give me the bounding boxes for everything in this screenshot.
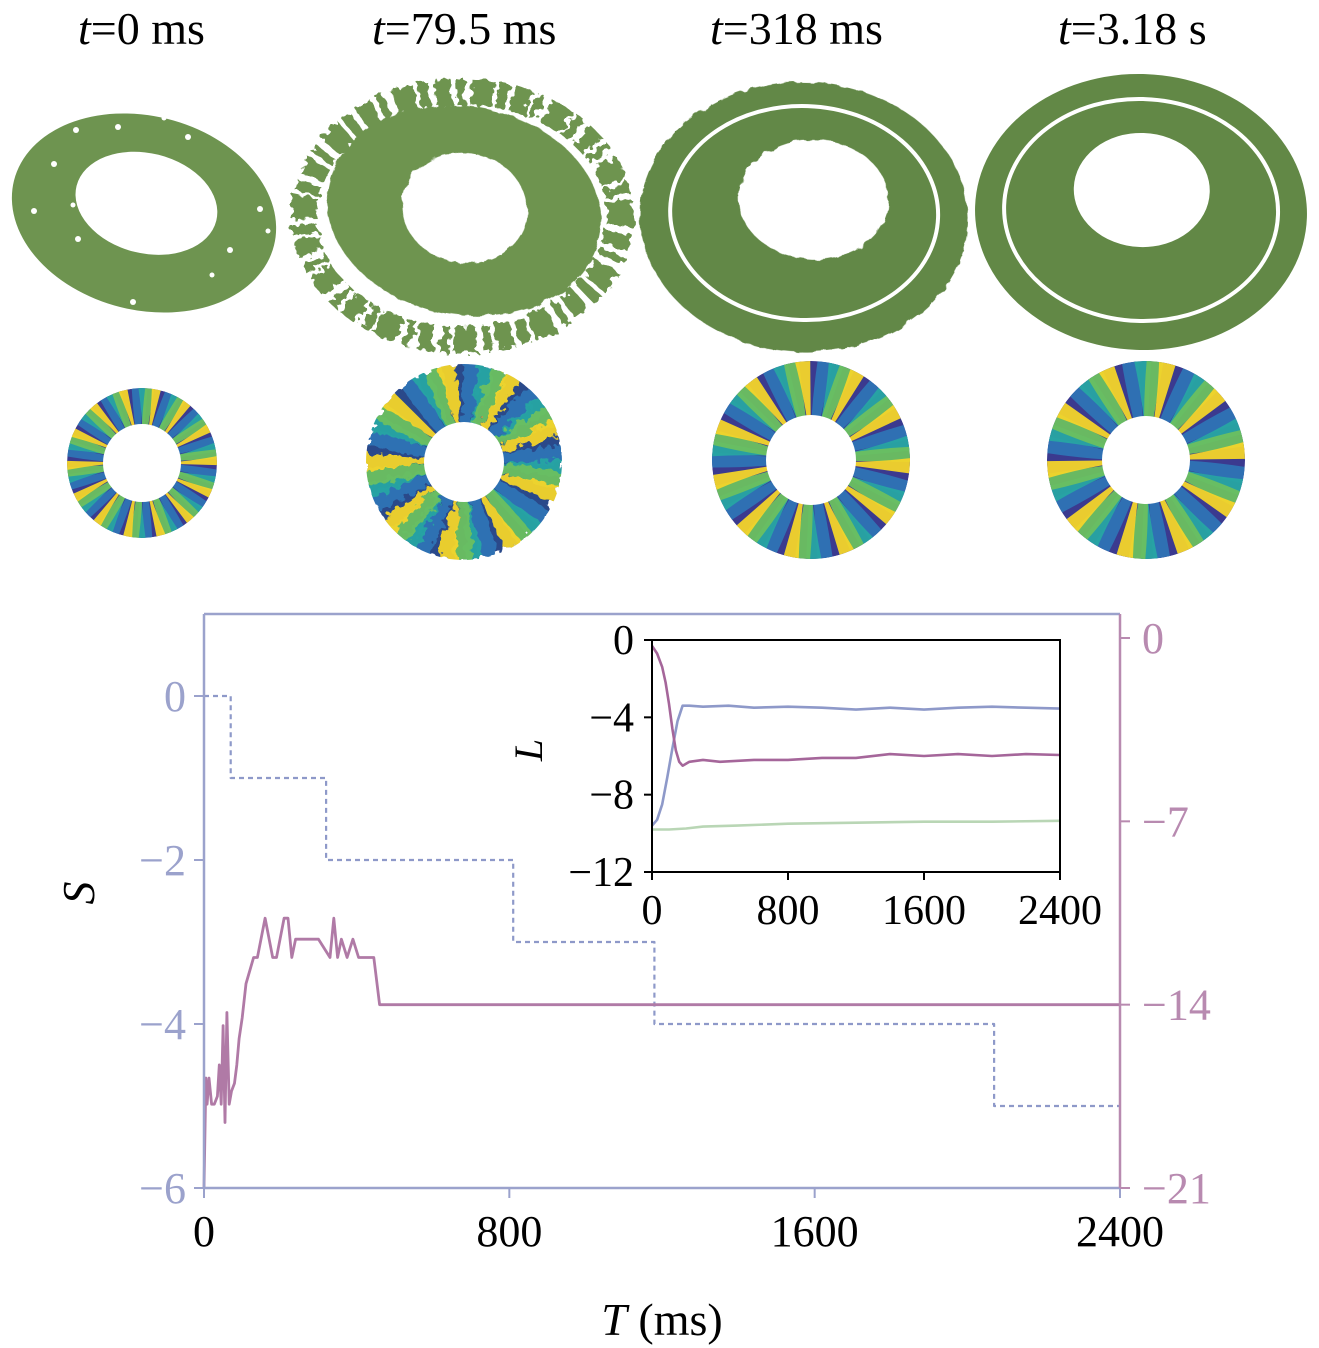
y-right-tick-label: 0 (1142, 614, 1164, 663)
y-axis-label-left: S (53, 882, 104, 905)
phase-wedge (811, 460, 854, 555)
phase-wedge (1047, 460, 1146, 478)
time-value: =0 ms (90, 3, 205, 54)
inset-x-tick-label: 1600 (882, 888, 966, 934)
inset-series-line-2 (652, 819, 1061, 831)
time-label-2: t=318 ms (710, 2, 883, 55)
inset-y-tick-label: −4 (589, 695, 634, 741)
annulus-snapshot-3 (975, 73, 1307, 351)
phase-wedge (436, 364, 464, 462)
phase-wedge (90, 403, 142, 463)
phase-wedge (1146, 460, 1194, 554)
annulus-snapshot-2 (640, 81, 968, 353)
phase-wedge (366, 453, 464, 473)
phase-wedge (464, 396, 548, 462)
time-value: =318 ms (722, 3, 883, 54)
inset-y-axis-label: L (506, 739, 551, 762)
y-right-tick-label: −21 (1142, 1164, 1211, 1213)
annulus-snapshot-1 (291, 79, 633, 353)
inset-x-tick-label: 0 (642, 888, 663, 934)
annulus-snapshot-0 (11, 113, 277, 313)
inset-y-tick-label: −12 (568, 850, 634, 896)
time-value: =79.5 ms (384, 3, 557, 54)
series-right-line (202, 916, 1120, 1189)
inset-series-line-0 (651, 704, 1061, 827)
phase-wedge (1146, 460, 1214, 543)
time-label-1: t=79.5 ms (372, 2, 556, 55)
phase-wedge (811, 404, 901, 460)
x-axis-label-unit: (ms) (627, 1294, 723, 1345)
phase-wedge (106, 393, 142, 463)
y-left-tick-label: −4 (139, 1000, 186, 1049)
phase-wedge (142, 463, 194, 523)
phase-wedge (719, 460, 811, 511)
inset-x-tick-label: 800 (757, 888, 820, 934)
inset-y-tick-label: −8 (589, 773, 634, 819)
x-axis-label-var: T (601, 1294, 630, 1345)
inset-series-line-1 (650, 645, 1061, 768)
inset-plot-area (650, 645, 1061, 831)
x-tick-label: 2400 (1076, 1207, 1164, 1256)
time-label-0: t=0 ms (78, 2, 205, 55)
time-var: t (710, 3, 723, 54)
phase-wedge (93, 463, 142, 526)
phase-wedge (1146, 442, 1245, 460)
phase-wedge (1066, 460, 1146, 532)
phase-wedge (73, 463, 142, 502)
phase-wedge (811, 387, 889, 460)
phase-wedge (383, 462, 464, 533)
inset-y-tick-label: 0 (613, 618, 634, 664)
phase-wedge (736, 460, 811, 537)
y-right-tick-label: −7 (1142, 797, 1189, 846)
time-var: t (78, 3, 91, 54)
phase-snapshot-3 (1047, 361, 1245, 559)
phase-wedge (795, 361, 811, 460)
time-var: t (1058, 3, 1071, 54)
y-left-tick-label: 0 (164, 672, 186, 721)
x-axis-label: T (ms) (601, 1294, 722, 1345)
phase-wedge (464, 462, 522, 551)
phase-wedge (811, 460, 873, 546)
phase-wedge (1146, 388, 1226, 460)
inset-x-tick-label: 2400 (1018, 888, 1102, 934)
x-tick-label: 0 (193, 1207, 215, 1256)
y-left-tick-label: −2 (139, 836, 186, 885)
phase-snapshot-0 (67, 388, 217, 538)
phase-wedge (744, 377, 811, 460)
phase-wedge (712, 452, 811, 468)
phase-wedge (142, 463, 166, 537)
inset-chart: 0 800 1600 2400 0 −4 −8 −12 L (506, 618, 1102, 934)
phase-wedge (464, 419, 559, 462)
inset-frame (651, 639, 1061, 873)
annulus-holes (31, 115, 271, 305)
x-tick-label: 800 (476, 1207, 542, 1256)
time-var: t (372, 3, 385, 54)
y-right-tick-label: −14 (1142, 981, 1211, 1030)
phase-wedge (713, 460, 811, 490)
time-label-3: t=3.18 s (1058, 2, 1207, 55)
phase-wedge (142, 413, 204, 463)
phase-wedge (1050, 460, 1146, 502)
phase-wedge (118, 389, 142, 463)
x-tick-label: 1600 (771, 1207, 859, 1256)
time-value: =3.18 s (1070, 3, 1207, 54)
phase-wedge (1098, 366, 1146, 460)
phase-wedge (142, 424, 211, 463)
phase-wedge (1146, 418, 1242, 460)
series-S-dashed-line (204, 694, 1120, 1108)
main-plot-area (202, 694, 1120, 1189)
phase-wedge (142, 463, 178, 533)
phase-wedge (80, 463, 142, 513)
inset-axes: 0 800 1600 2400 0 −4 −8 −12 (568, 618, 1102, 934)
phase-snapshot-2 (712, 361, 910, 559)
y-left-tick-label: −6 (139, 1164, 186, 1213)
phase-wedge (1078, 377, 1146, 460)
phase-wedge (412, 370, 464, 462)
phase-snapshot-1 (366, 364, 562, 560)
phase-wedge (142, 400, 191, 463)
